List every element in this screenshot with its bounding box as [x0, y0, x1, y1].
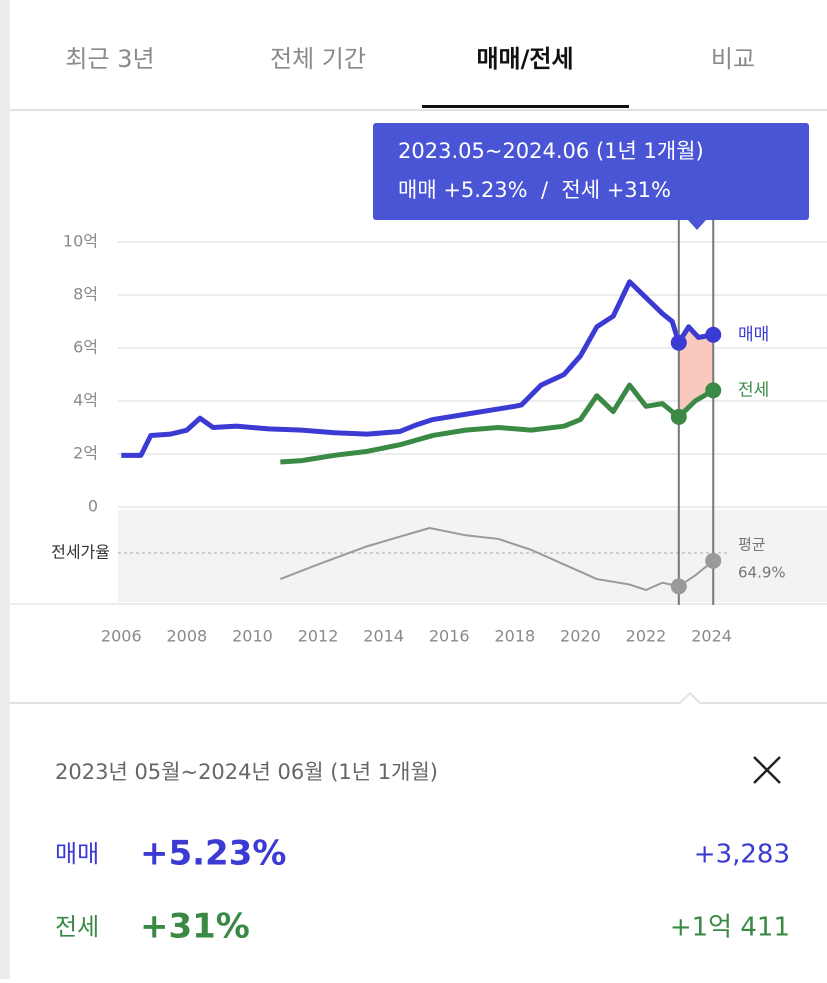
x-tick-label: 2012	[298, 627, 339, 646]
x-tick-label: 2014	[363, 627, 404, 646]
x-tick-label: 2018	[494, 627, 535, 646]
close-icon[interactable]	[753, 756, 781, 784]
row-label: 전세	[55, 913, 99, 941]
y-tick-label: 8억	[73, 285, 98, 304]
x-tick-label: 2010	[232, 627, 273, 646]
x-tick-label: 2022	[626, 627, 667, 646]
x-tick-label: 2024	[691, 627, 732, 646]
tab-bar: 최근 3년 전체 기간 매매/전세 비교	[65, 45, 755, 108]
y-tick-label: 2억	[73, 444, 98, 463]
tab[interactable]: 전체 기간	[270, 45, 366, 73]
ratio-average-label: 평균	[738, 536, 766, 554]
selection-dot	[670, 578, 687, 595]
tab[interactable]: 최근 3년	[65, 45, 154, 73]
tab[interactable]: 비교	[711, 45, 755, 73]
row-amount: +1억 411	[670, 913, 790, 943]
y-tick-label: 10억	[63, 232, 98, 251]
selection-dot	[705, 326, 722, 343]
y-tick-label: 6억	[73, 338, 98, 357]
selection-dot	[705, 552, 722, 569]
ratio-average-value: 64.9%	[738, 564, 786, 582]
selection-dot	[670, 334, 687, 351]
x-tick-label: 2006	[101, 627, 142, 646]
tooltip-period: 2023.05~2024.06 (1년 1개월)	[398, 139, 704, 163]
x-tick-label: 2020	[560, 627, 601, 646]
row-amount: +3,283	[694, 840, 790, 870]
tooltip-pointer	[688, 220, 706, 230]
left-edge	[0, 0, 10, 979]
selection-dot	[670, 408, 687, 425]
detail-period: 2023년 05월~2024년 06월 (1년 1개월)	[55, 760, 438, 784]
active-tab-underline	[422, 105, 629, 108]
chart: 0 2억 4억 6억 8억 10억 2006 2008 2010 2012 2014 2016 2018…	[63, 220, 827, 646]
legend-label: 매매	[738, 325, 769, 345]
tab[interactable]: 매매/전세	[476, 45, 573, 73]
panel-divider	[10, 691, 827, 704]
close-button[interactable]	[753, 756, 781, 784]
ratio-band	[118, 510, 827, 602]
legend-label: 전세	[738, 380, 769, 400]
series-line	[280, 382, 715, 465]
tooltip-box	[373, 123, 809, 220]
x-tick-label: 2016	[429, 627, 470, 646]
row-change: +5.23%	[140, 834, 286, 874]
y-tick-label: 0	[88, 497, 98, 516]
row-label: 매매	[55, 840, 99, 868]
x-tick-label: 2008	[167, 627, 208, 646]
y-tick-label: 4억	[73, 391, 98, 410]
selection-dot	[705, 382, 722, 399]
series-line	[121, 279, 714, 458]
detail-rows: 매매 +5.23% +3,283 전세 +31% +1억 411	[55, 834, 790, 947]
row-change: +31%	[140, 907, 250, 947]
tooltip-summary: 매매 +5.23% / 전세 +31%	[398, 178, 671, 202]
ratio-label: 전세가율	[51, 543, 110, 562]
